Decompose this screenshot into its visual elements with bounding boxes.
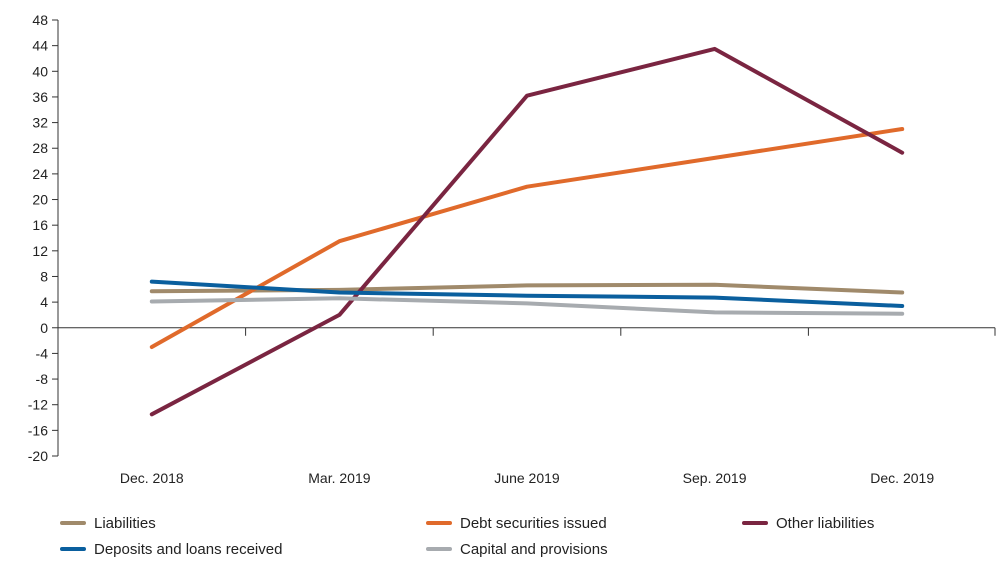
x-tick-label: Dec. 2018 <box>120 470 184 486</box>
y-tick-label: -12 <box>28 397 48 413</box>
y-tick-label: 0 <box>40 320 48 336</box>
y-tick-label: 44 <box>32 38 48 54</box>
y-tick-label: 4 <box>40 294 48 310</box>
y-tick-label: -8 <box>36 371 49 387</box>
series-line-capital-and-provisions <box>149 296 905 316</box>
axes: 48444036322824201612840-4-8-12-16-20Dec.… <box>28 12 996 486</box>
series-layer <box>149 46 905 417</box>
series-line-other-liabilities <box>149 46 905 417</box>
y-tick-label: -4 <box>36 345 49 361</box>
y-tick-label: 32 <box>32 115 48 131</box>
series-line-debt-securities-issued <box>149 127 905 349</box>
y-tick-label: -20 <box>28 448 48 464</box>
x-tick-label: Sep. 2019 <box>683 470 747 486</box>
x-tick-label: June 2019 <box>494 470 560 486</box>
x-tick-label: Dec. 2019 <box>870 470 934 486</box>
y-tick-label: 16 <box>32 217 48 233</box>
y-tick-label: 20 <box>32 192 48 208</box>
series-line-deposits-and-loans-received <box>149 279 905 308</box>
y-tick-label: 28 <box>32 140 48 156</box>
y-tick-label: -16 <box>28 422 48 438</box>
y-tick-label: 48 <box>32 12 48 28</box>
x-tick-label: Mar. 2019 <box>308 470 370 486</box>
y-tick-label: 12 <box>32 243 48 259</box>
y-tick-label: 8 <box>40 268 48 284</box>
y-tick-label: 40 <box>32 63 48 79</box>
y-tick-label: 24 <box>32 166 48 182</box>
y-tick-label: 36 <box>32 89 48 105</box>
